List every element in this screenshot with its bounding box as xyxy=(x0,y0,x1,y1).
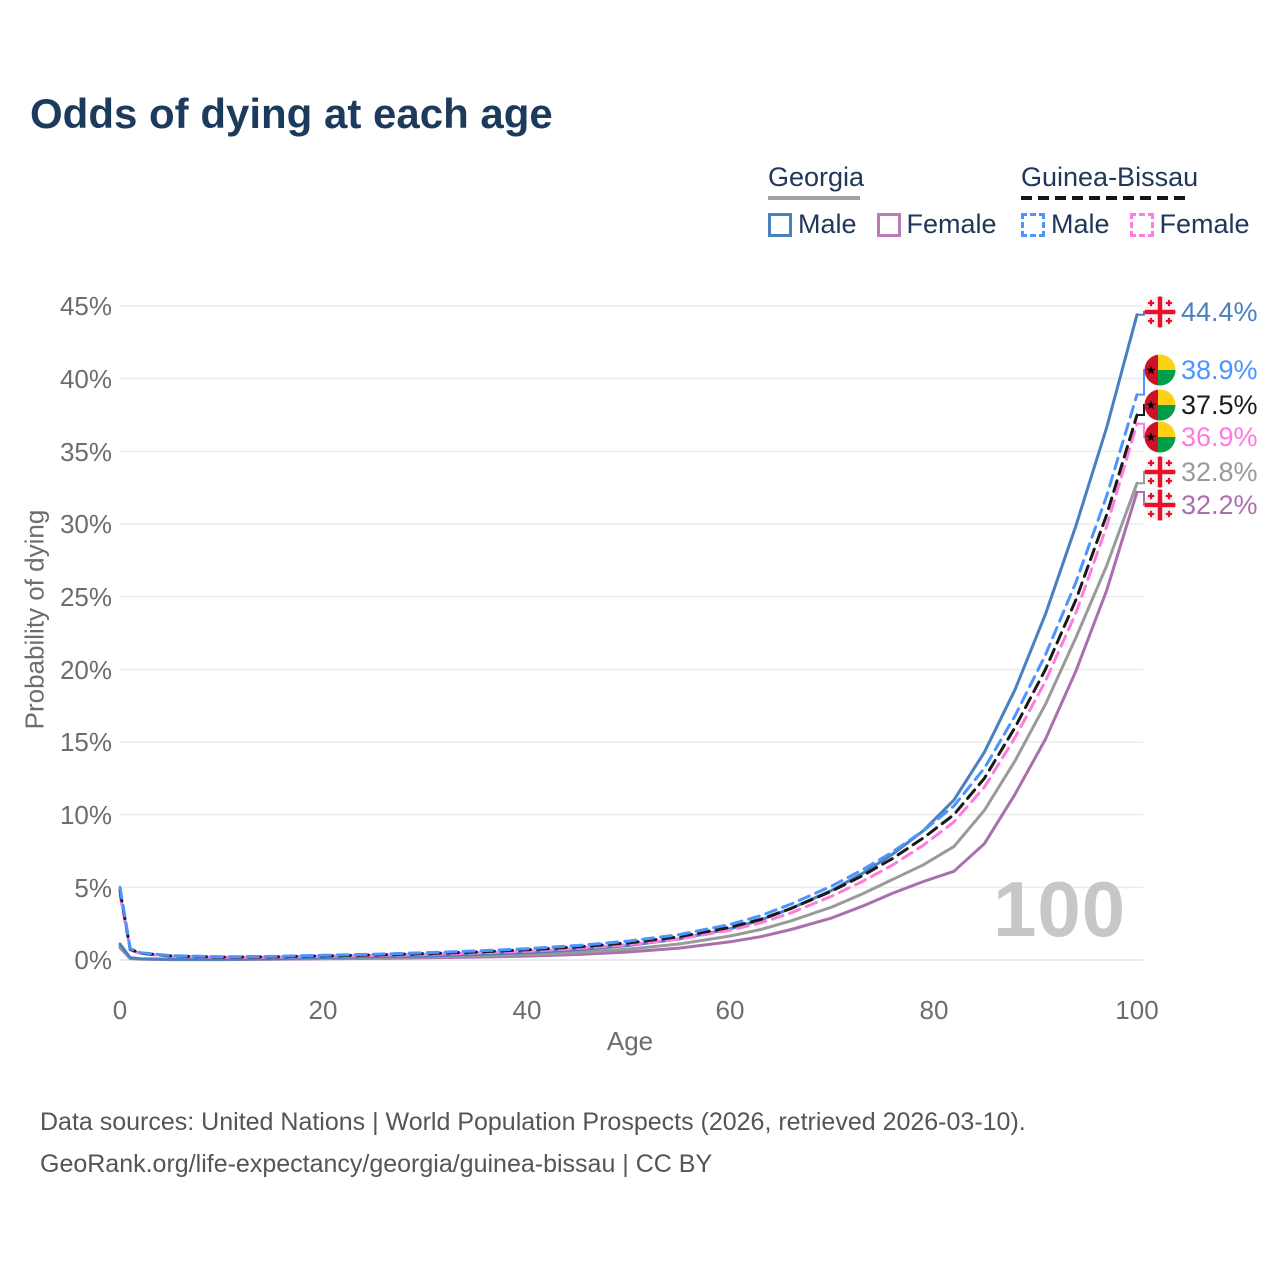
x-axis-title: Age xyxy=(606,1026,654,1056)
end-value: 38.9% xyxy=(1181,355,1258,385)
line-guinea-bissau-male xyxy=(118,393,1139,959)
georgia-flag-icon xyxy=(1144,296,1176,328)
legend-label-guinea-bissau-male[interactable]: Male xyxy=(1051,209,1110,239)
x-tick-100: 100 xyxy=(1115,995,1159,1025)
georgia-flag-icon xyxy=(1144,456,1176,488)
legend-swatch-guinea-bissau-female[interactable] xyxy=(1129,212,1154,237)
legend-swatch-guinea-bissau-male[interactable] xyxy=(1021,212,1045,237)
end-label-guinea-bissau-both: 37.5% xyxy=(1144,388,1258,422)
y-tick-25: 25% xyxy=(59,582,112,612)
legend-label-georgia-male[interactable]: Male xyxy=(798,209,857,239)
x-tick-0: 0 xyxy=(112,995,128,1025)
x-tick-60: 60 xyxy=(715,995,745,1025)
guinea-bissau-flag-icon xyxy=(1144,389,1176,421)
y-tick-0: 0% xyxy=(74,945,112,975)
legend-group-guinea-bissau: Guinea-Bissau Male Female xyxy=(1021,162,1264,240)
y-tick-20: 20% xyxy=(59,655,112,685)
end-value: 32.8% xyxy=(1181,457,1258,487)
y-axis-title: Probability of dying xyxy=(19,509,50,730)
legend-underline-solid xyxy=(768,196,860,200)
y-tick-5: 5% xyxy=(74,873,112,903)
y-tick-45: 45% xyxy=(59,291,112,321)
end-label-guinea-bissau-female: 36.9% xyxy=(1144,420,1258,454)
legend-group-georgia: Georgia Male Female xyxy=(768,162,1011,240)
x-tick-80: 80 xyxy=(919,995,949,1025)
end-label-georgia-female: 32.2% xyxy=(1144,488,1258,522)
page-title: Odds of dying at each age xyxy=(30,90,553,137)
y-tick-10: 10% xyxy=(59,800,112,830)
data-sources-text: Data sources: United Nations | World Pop… xyxy=(40,1108,1026,1136)
plot-area[interactable] xyxy=(0,0,1280,1080)
end-value: 36.9% xyxy=(1181,422,1258,452)
x-tick-40: 40 xyxy=(512,995,542,1025)
y-tick-30: 30% xyxy=(59,509,112,539)
y-tick-15: 15% xyxy=(59,727,112,757)
end-value: 37.5% xyxy=(1181,390,1258,420)
legend-header-georgia: Georgia xyxy=(768,162,865,192)
end-value: 44.4% xyxy=(1181,297,1258,327)
legend-swatch-georgia-female[interactable] xyxy=(876,212,901,237)
guinea-bissau-flag-icon xyxy=(1144,354,1176,386)
y-tick-40: 40% xyxy=(59,364,112,394)
attribution-url-text: GeoRank.org/life-expectancy/georgia/guin… xyxy=(40,1150,713,1178)
legend-header-guinea-bissau: Guinea-Bissau xyxy=(1021,162,1199,192)
guinea-bissau-flag-icon xyxy=(1144,421,1176,453)
end-value: 32.2% xyxy=(1181,490,1258,520)
end-label-guinea-bissau-male: 38.9% xyxy=(1144,353,1258,387)
line-guinea-bissau-female xyxy=(118,422,1139,959)
y-tick-35: 35% xyxy=(59,437,112,467)
line-guinea-bissau-both-sexes xyxy=(118,413,1139,959)
legend-label-georgia-female[interactable]: Female xyxy=(906,209,997,239)
end-label-georgia-male: 44.4% xyxy=(1144,295,1258,329)
line-georgia-male xyxy=(118,313,1139,961)
end-label-georgia-both: 32.8% xyxy=(1144,455,1258,489)
legend-swatch-georgia-male[interactable] xyxy=(768,212,792,237)
x-tick-20: 20 xyxy=(308,995,338,1025)
line-georgia-female xyxy=(118,490,1139,962)
georgia-flag-icon xyxy=(1144,489,1176,521)
legend-label-guinea-bissau-female[interactable]: Female xyxy=(1159,209,1250,239)
hovered-age-watermark: 100 xyxy=(993,865,1127,953)
legend-underline-dashed xyxy=(1021,196,1186,200)
